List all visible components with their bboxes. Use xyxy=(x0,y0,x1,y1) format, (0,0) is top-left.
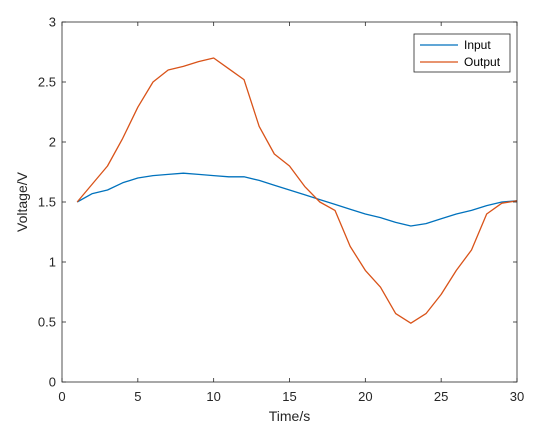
legend: Input Output xyxy=(413,33,511,73)
legend-label-input: Input xyxy=(464,38,491,52)
legend-label-output: Output xyxy=(464,55,501,69)
y-tick-label: 2.5 xyxy=(38,75,56,90)
y-axis-label: Voltage/V xyxy=(14,171,30,232)
y-tick-label: 1 xyxy=(49,255,56,270)
x-tick-label: 5 xyxy=(134,389,141,404)
series-layer xyxy=(76,57,518,324)
x-tick-label: 10 xyxy=(206,389,220,404)
y-tick-label: 0 xyxy=(49,375,56,390)
y-tick-label: 0.5 xyxy=(38,315,56,330)
y-tick-label: 1.5 xyxy=(38,195,56,210)
series-line-output xyxy=(76,57,518,324)
x-tick-label: 15 xyxy=(282,389,296,404)
series-line-input xyxy=(76,172,518,227)
y-tick-label: 2 xyxy=(49,135,56,150)
x-axis-label: Time/s xyxy=(269,408,310,424)
x-tick-label: 30 xyxy=(510,389,524,404)
x-tick-label: 0 xyxy=(58,389,65,404)
ticks: 0 5 10 15 20 25 30 0 0.5 1 1.5 2 2.5 3 xyxy=(38,15,524,405)
x-tick-label: 25 xyxy=(434,389,448,404)
y-tick-label: 3 xyxy=(49,15,56,30)
plot-area xyxy=(62,22,517,382)
legend-box xyxy=(413,33,511,73)
x-tick-label: 20 xyxy=(358,389,372,404)
